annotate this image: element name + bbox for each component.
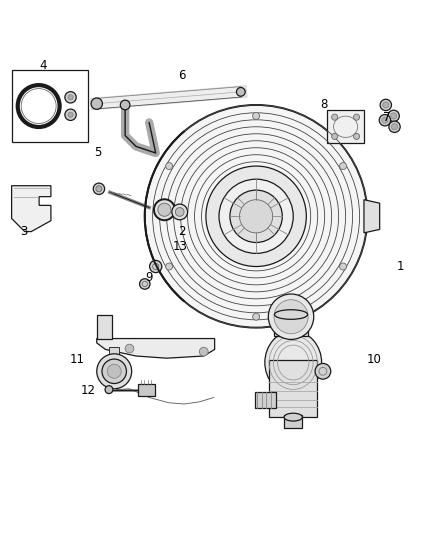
Circle shape	[154, 199, 175, 220]
Text: 11: 11	[70, 352, 85, 366]
Text: 12: 12	[81, 384, 95, 398]
Circle shape	[107, 364, 121, 378]
Circle shape	[68, 95, 73, 100]
Bar	[275, 314, 307, 336]
Circle shape	[332, 114, 338, 120]
Circle shape	[339, 263, 346, 270]
Circle shape	[388, 110, 399, 122]
Circle shape	[230, 190, 283, 243]
Circle shape	[150, 261, 162, 272]
Bar	[284, 415, 302, 428]
Bar	[255, 392, 276, 408]
Circle shape	[389, 121, 400, 133]
Circle shape	[65, 109, 76, 120]
Circle shape	[96, 185, 102, 192]
Ellipse shape	[265, 331, 321, 394]
Circle shape	[145, 105, 367, 328]
Circle shape	[383, 102, 389, 108]
Bar	[269, 360, 317, 417]
Ellipse shape	[284, 413, 302, 421]
Circle shape	[379, 115, 391, 126]
Bar	[138, 384, 155, 395]
Polygon shape	[12, 185, 51, 231]
Circle shape	[339, 163, 346, 169]
Circle shape	[172, 204, 187, 220]
Circle shape	[332, 133, 338, 140]
Circle shape	[166, 263, 173, 270]
Circle shape	[315, 364, 331, 379]
Circle shape	[237, 87, 245, 96]
Circle shape	[102, 359, 127, 384]
Circle shape	[391, 113, 397, 119]
Circle shape	[219, 179, 293, 253]
Circle shape	[253, 112, 260, 119]
Circle shape	[97, 354, 132, 389]
Text: 8: 8	[320, 99, 328, 111]
Circle shape	[166, 163, 173, 169]
Circle shape	[380, 99, 392, 111]
Polygon shape	[97, 338, 215, 358]
Circle shape	[158, 203, 171, 216]
Circle shape	[382, 117, 388, 123]
Circle shape	[65, 92, 76, 103]
Circle shape	[253, 313, 260, 320]
Circle shape	[392, 124, 398, 130]
Text: 3: 3	[20, 225, 27, 238]
Text: 10: 10	[367, 352, 382, 366]
Circle shape	[120, 100, 130, 110]
Circle shape	[105, 386, 113, 393]
Text: 4: 4	[40, 59, 47, 72]
Circle shape	[68, 112, 73, 117]
Polygon shape	[364, 200, 380, 233]
Text: 1: 1	[396, 260, 404, 273]
Circle shape	[268, 294, 314, 340]
Circle shape	[206, 166, 306, 266]
Text: 5: 5	[94, 147, 101, 159]
Bar	[109, 347, 120, 354]
Circle shape	[274, 300, 308, 334]
Circle shape	[199, 348, 208, 356]
Ellipse shape	[275, 310, 307, 319]
Circle shape	[353, 114, 360, 120]
Circle shape	[93, 183, 105, 195]
Circle shape	[125, 344, 134, 353]
Circle shape	[175, 207, 184, 216]
Circle shape	[91, 98, 102, 109]
Text: 6: 6	[178, 69, 186, 82]
Text: 7: 7	[383, 111, 391, 124]
Circle shape	[240, 200, 273, 233]
Text: 2: 2	[178, 225, 186, 238]
Bar	[12, 70, 88, 142]
Circle shape	[353, 133, 360, 140]
Bar	[327, 110, 364, 143]
Circle shape	[140, 279, 150, 289]
Text: 9: 9	[145, 271, 153, 284]
Text: 13: 13	[172, 240, 187, 253]
Polygon shape	[97, 314, 112, 338]
